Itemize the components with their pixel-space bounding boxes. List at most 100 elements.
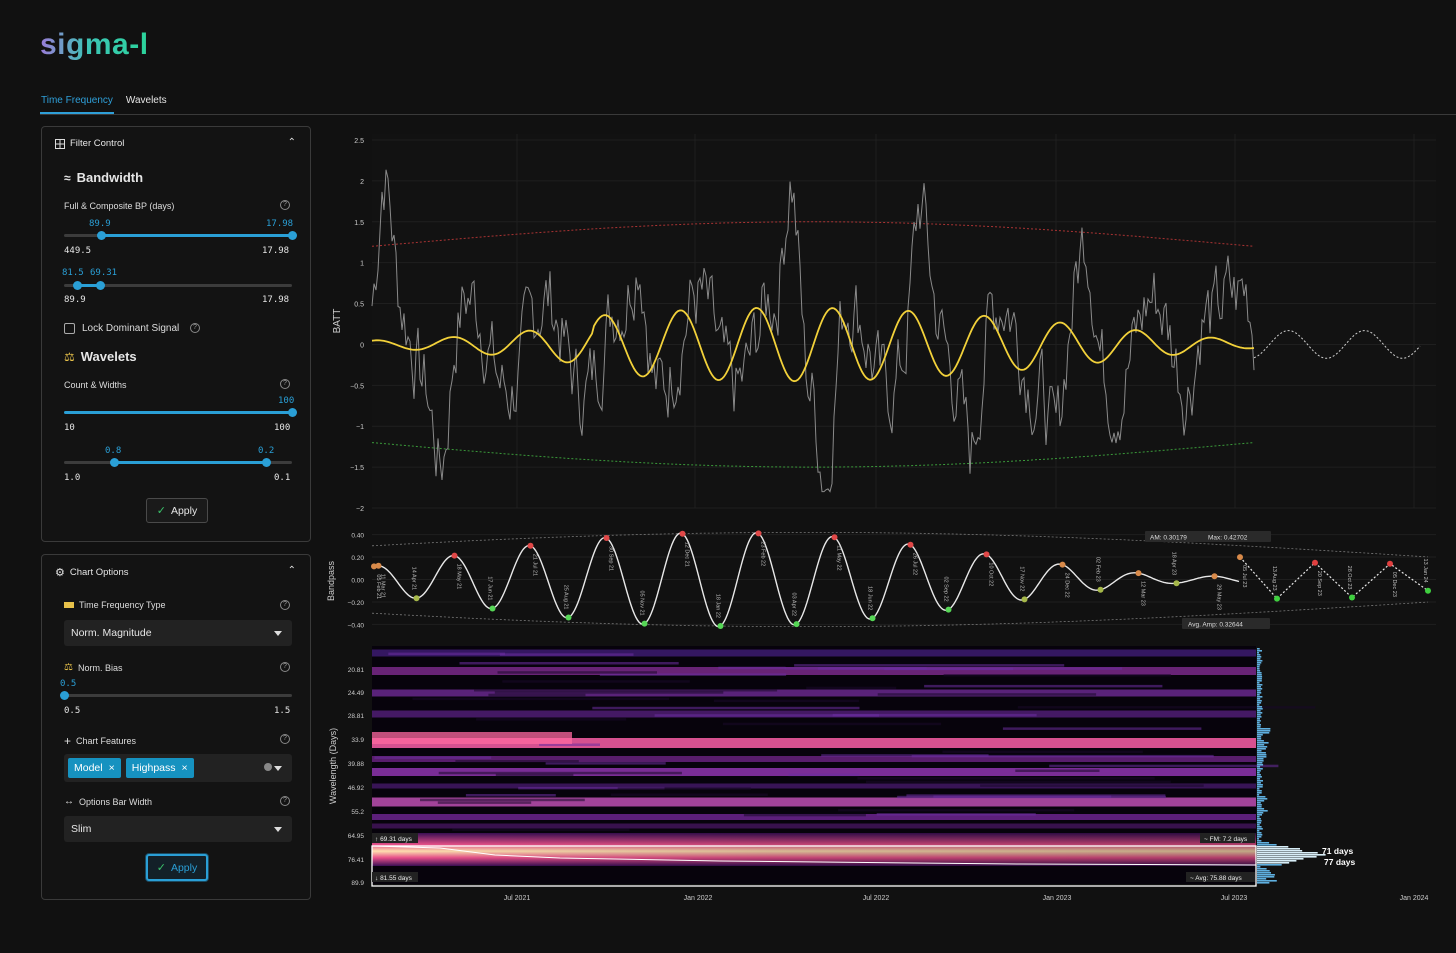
svg-text:↓ 81.55 days: ↓ 81.55 days	[375, 875, 413, 882]
heatmap-x-ticks: Jul 2021 Jan 2022 Jul 2022 Jan 2023 Jul 2023…	[504, 895, 1429, 902]
turning-point-date-label: 13 Aug 23	[1271, 566, 1277, 591]
heatmap-streak	[437, 801, 532, 804]
histogram-bar	[1257, 670, 1261, 672]
chevron-up-icon[interactable]: ⌃	[287, 565, 296, 576]
histogram-bar	[1257, 758, 1264, 760]
turning-point-marker	[375, 562, 382, 569]
heatmap-streak	[592, 706, 860, 710]
histogram-bar	[1257, 796, 1266, 798]
wv1-min: 10	[64, 423, 75, 433]
turning-point-marker	[603, 535, 610, 541]
histogram-bar	[1257, 696, 1263, 698]
chart-area[interactable]: 2.521.510.50−0.5−1−1.5−2 BATT 0.400.200.…	[320, 126, 1456, 916]
filter-apply-button[interactable]: ✓ Apply	[146, 498, 208, 523]
wv1-handle[interactable]	[287, 408, 297, 417]
heatmap-band	[372, 797, 1256, 807]
price-chart-bg	[372, 134, 1436, 506]
heatmap-streak	[743, 813, 866, 817]
bw1-low-handle[interactable]	[96, 231, 106, 240]
bandpass-lower-envelope	[371, 601, 1429, 627]
help-icon[interactable]: ?	[280, 796, 290, 806]
lock-dominant-label: Lock Dominant Signal	[82, 323, 180, 334]
norm-bias-handle[interactable]	[59, 691, 69, 700]
help-icon[interactable]: ?	[280, 379, 290, 389]
histogram-bar	[1257, 788, 1260, 790]
wv2-high-handle[interactable]	[261, 458, 271, 467]
turning-point-marker	[1237, 554, 1243, 561]
close-icon[interactable]: ×	[181, 762, 188, 774]
price-y-tick-label: 2.5	[354, 138, 364, 145]
close-icon[interactable]: ×	[108, 762, 115, 774]
clear-icon[interactable]	[264, 763, 272, 771]
bandpass-series	[371, 532, 1240, 628]
histogram-bar	[1257, 760, 1264, 762]
histogram-bar	[1257, 798, 1268, 800]
histogram-bar	[1257, 882, 1270, 884]
wavelength-heatmap[interactable]: 20.81 24.49 28.81 33.9 39.88 46.92 55.2 64.95 76…	[328, 646, 1429, 902]
help-icon[interactable]: ?	[280, 600, 290, 610]
histogram-bar	[1257, 680, 1262, 682]
histogram-bar	[1257, 870, 1270, 872]
turning-point-marker	[945, 606, 952, 613]
bw2-low-handle[interactable]	[72, 281, 82, 290]
heatmap-y-tick-label: 39.88	[348, 761, 365, 768]
tab-time-frequency[interactable]: Time Frequency	[40, 92, 114, 114]
histogram-bar	[1257, 874, 1275, 876]
tf-type-select[interactable]: Norm. Magnitude	[64, 620, 292, 646]
bw2-high-handle[interactable]	[95, 281, 105, 290]
heatmap-streak	[438, 771, 682, 775]
chevron-up-icon[interactable]: ⌃	[287, 137, 296, 148]
turning-point-date-label: 02 Feb 23	[1095, 557, 1101, 582]
price-y-ticks: 2.5 2 1.5 1 0.5 0 −0.5 −1 −1.5 −2	[350, 138, 364, 513]
bw1-high-handle[interactable]	[287, 231, 297, 240]
fm-text: FM: 7.2 days	[1210, 836, 1248, 843]
turning-point-marker	[1059, 561, 1066, 568]
help-icon[interactable]: ?	[190, 323, 200, 333]
turning-point-marker	[717, 623, 724, 629]
price-chart[interactable]: 2.5 2 1.5 1 0.5 0 −0.5 −1 −1.5 −2 BATT	[332, 134, 1436, 513]
wv2-low-handle[interactable]	[109, 458, 119, 467]
features-multiselect[interactable]: Model × Highpass ×	[64, 754, 292, 782]
histogram-bar	[1257, 714, 1261, 716]
bandpass-y-tick-label: 0.00	[351, 578, 364, 585]
histogram-bar	[1257, 672, 1262, 674]
turning-point-date-label: 18 Jun 22	[867, 586, 873, 610]
chart-options-header[interactable]: ⚙ Chart Options	[55, 566, 129, 579]
histogram-bar	[1257, 720, 1261, 722]
heatmap-streak	[452, 828, 630, 831]
bandpass-y-ticks: 0.40 0.20 0.00 −0.20 −0.40	[348, 533, 365, 630]
help-icon[interactable]: ?	[280, 662, 290, 672]
upper-band-annotation: ↑ 69.31 days	[372, 833, 418, 843]
norm-bias-max: 1.5	[274, 706, 291, 716]
chart-apply-button[interactable]: ✓ Apply	[146, 854, 208, 881]
histogram-bar	[1257, 684, 1263, 686]
help-icon[interactable]: ?	[280, 734, 290, 744]
bw1-min: 449.5	[64, 246, 92, 256]
chip-highpass[interactable]: Highpass ×	[125, 758, 194, 778]
heatmap-band	[372, 689, 1256, 697]
bw1-high-value: 17.98	[266, 219, 294, 229]
avg-amp-annotation: Avg. Amp: 0.32644	[1182, 618, 1270, 629]
norm-bias-track[interactable]	[64, 694, 292, 697]
wv1-fill[interactable]	[64, 411, 292, 414]
bw2-track[interactable]	[64, 284, 292, 287]
turning-point-date-label: 17 Nov 22	[1019, 566, 1025, 591]
heatmap-y-tick-label: 55.2	[351, 809, 364, 816]
histogram-bar	[1257, 718, 1260, 720]
bw2-min: 89.9	[64, 295, 86, 305]
bandpass-chart[interactable]: 0.40 0.20 0.00 −0.20 −0.40 Bandpass 05 Feb 2…	[326, 530, 1436, 629]
lock-dominant-checkbox[interactable]	[64, 323, 75, 334]
turning-point-date-label: 03 Apr 22	[791, 593, 797, 617]
histogram-bar	[1257, 770, 1261, 772]
tab-wavelets[interactable]: Wavelets	[125, 95, 167, 106]
heatmap-streak	[465, 794, 556, 797]
histogram-bar	[1257, 792, 1262, 794]
help-icon[interactable]: ?	[280, 200, 290, 210]
filter-control-header[interactable]: Filter Control	[55, 138, 124, 149]
heatmap-streak	[857, 777, 1155, 780]
selected-band-box[interactable]	[371, 845, 1257, 887]
histogram-bar	[1257, 830, 1260, 832]
chip-model[interactable]: Model ×	[68, 758, 121, 778]
wavelets-section-title: ⚖ Wavelets	[64, 349, 137, 364]
bar-width-select[interactable]: Slim	[64, 816, 292, 842]
